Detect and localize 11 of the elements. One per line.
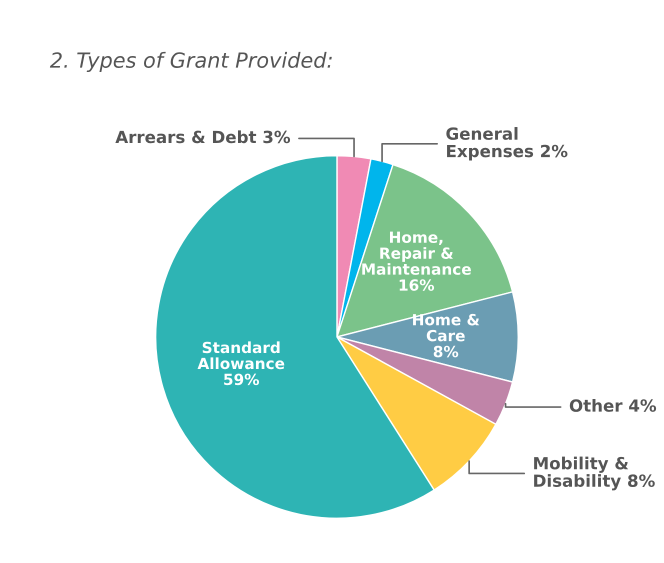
data-label: 8% — [434, 346, 458, 358]
slice-label: Mobility & Disability 8% — [534, 456, 655, 490]
slice-label: Other 4% — [570, 398, 656, 412]
slice-label: Arrears & Debt 3% — [115, 130, 290, 144]
slice-label: Home, Repair & Maintenance — [362, 232, 471, 275]
data-label: 59% — [224, 374, 260, 386]
slice-label: Standard Allowance — [198, 341, 284, 370]
chart-title: 2. Types of Grant Provided: — [50, 52, 332, 72]
slice-label: General Expenses 2% — [446, 127, 568, 161]
data-label: 16% — [400, 279, 434, 291]
slice-label: Home & Care — [413, 314, 480, 342]
